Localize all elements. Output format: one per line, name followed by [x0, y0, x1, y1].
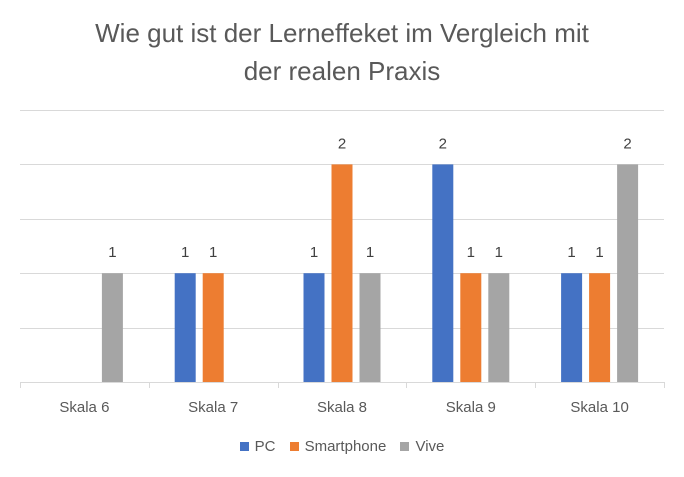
- bar: [174, 273, 196, 382]
- bar: [460, 273, 482, 382]
- legend-swatch-pc: [239, 442, 249, 451]
- bar: [488, 273, 510, 382]
- legend: PC Smartphone Vive: [0, 438, 684, 455]
- x-tick-label: Skala 10: [570, 399, 628, 416]
- legend-label-smartphone: Smartphone: [304, 438, 387, 455]
- data-label: 1: [467, 244, 475, 261]
- data-label: 1: [310, 244, 318, 261]
- legend-item-smartphone: Smartphone: [289, 438, 387, 455]
- legend-label-vive: Vive: [415, 438, 445, 455]
- legend-swatch-vive: [400, 442, 410, 451]
- data-label: 1: [108, 244, 116, 261]
- bar: [589, 273, 611, 382]
- chart-title: Wie gut ist der Lerneffeket im Vergleich…: [95, 18, 589, 86]
- data-label: 1: [366, 244, 374, 261]
- bar: [432, 164, 454, 382]
- x-tick-label: Skala 8: [317, 399, 367, 416]
- bar: [101, 273, 123, 382]
- x-tick-label: Skala 7: [188, 399, 238, 416]
- x-tick-label: Skala 6: [59, 399, 109, 416]
- bar: [561, 273, 583, 382]
- data-label: 1: [181, 244, 189, 261]
- bar: [359, 273, 381, 382]
- data-label: 1: [567, 244, 575, 261]
- bar: [202, 273, 224, 382]
- data-label: 1: [495, 244, 503, 261]
- data-label: 2: [623, 135, 631, 152]
- legend-item-pc: PC: [239, 438, 276, 455]
- x-tick-label: Skala 9: [446, 399, 496, 416]
- legend-item-vive: Vive: [400, 438, 444, 455]
- bar: [303, 273, 325, 382]
- data-label: 1: [595, 244, 603, 261]
- legend-swatch-smartphone: [289, 442, 299, 451]
- data-label: 2: [338, 135, 346, 152]
- bar: [331, 164, 353, 382]
- data-label: 1: [209, 244, 217, 261]
- data-label: 2: [439, 135, 447, 152]
- bar: [617, 164, 639, 382]
- legend-label-pc: PC: [254, 438, 276, 455]
